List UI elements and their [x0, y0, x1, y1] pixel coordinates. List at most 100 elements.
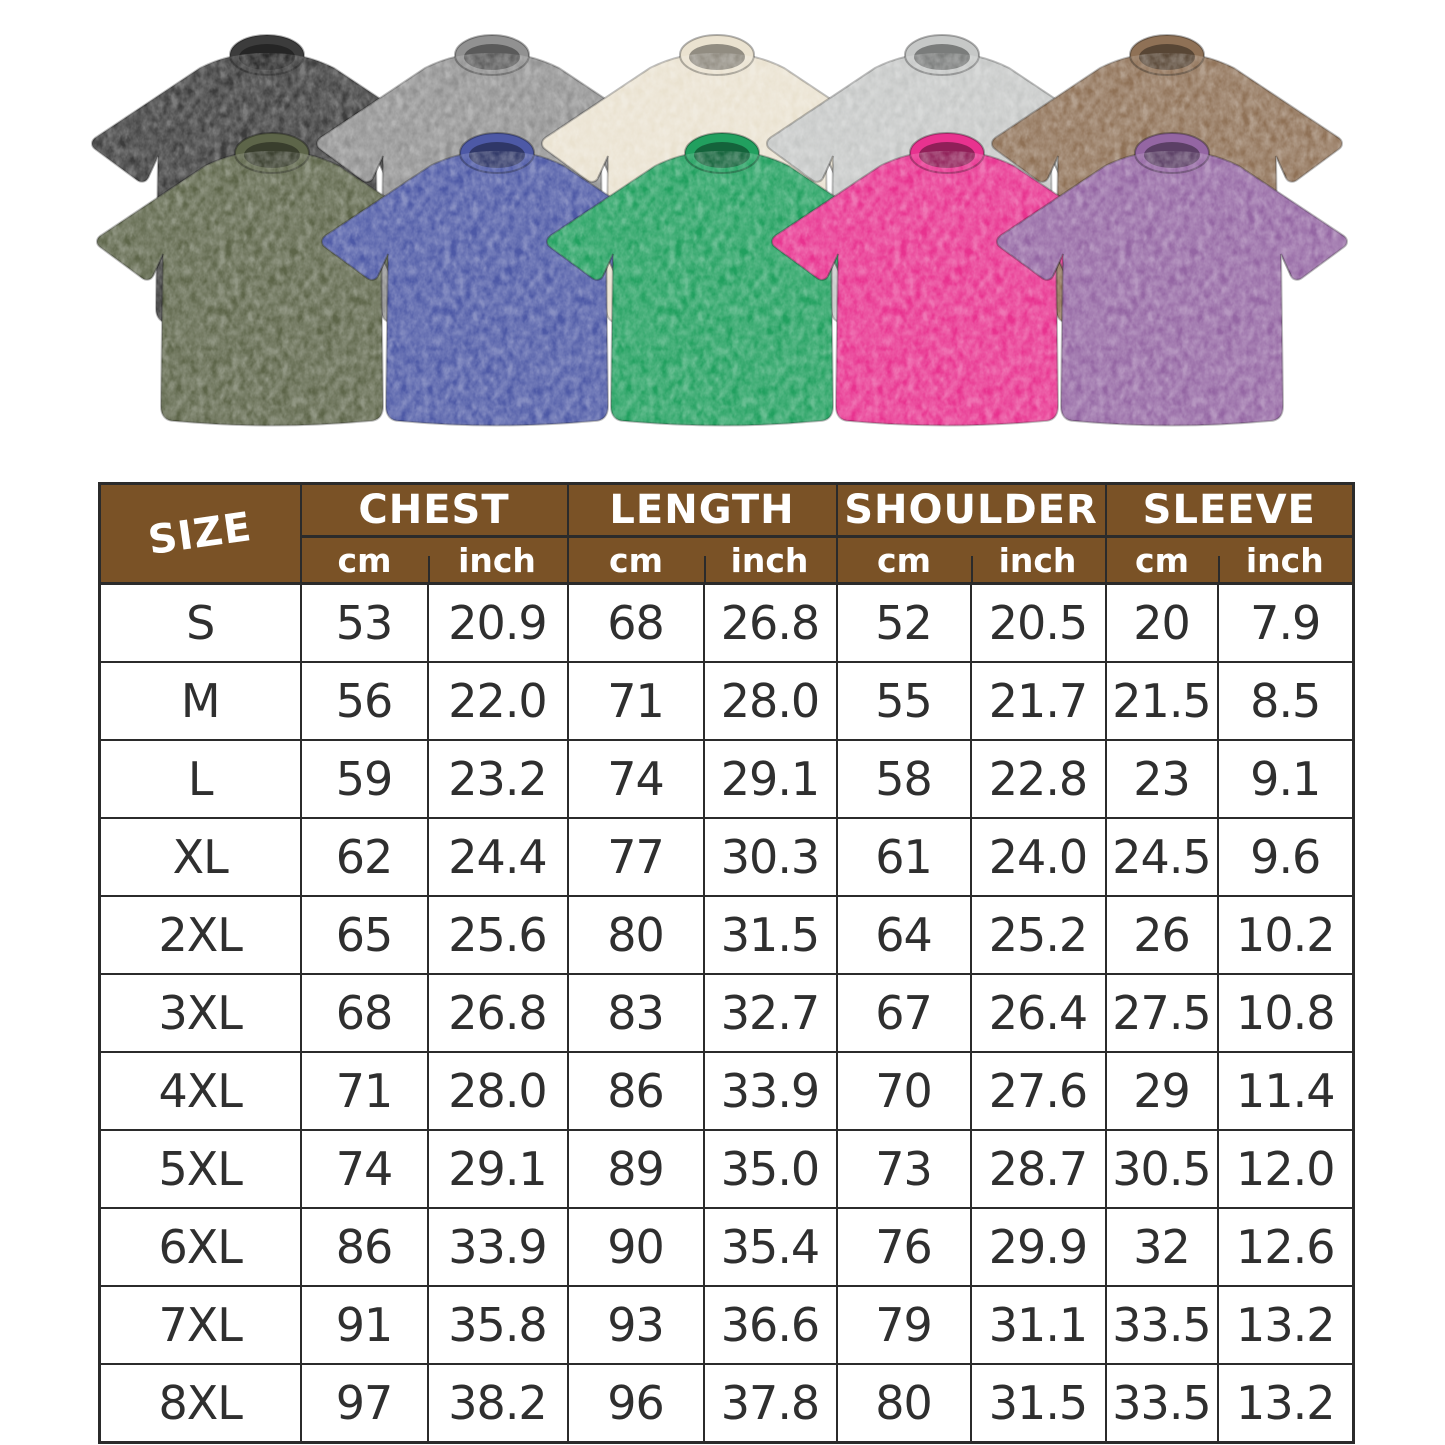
- tshirt-purple: [997, 126, 1347, 431]
- table-row: 3XL 68 26.8 83 32.7 67 26.4 27.5 10.8: [98, 973, 1355, 1053]
- sleeve-inch-cell: 10.8: [1216, 973, 1355, 1053]
- table-row: XL 62 24.4 77 30.3 61 24.0 24.5 9.6: [98, 817, 1355, 897]
- shoulder-cm-cell: 76: [835, 1207, 972, 1287]
- size-label-cell: L: [98, 739, 302, 819]
- sleeve-cm-header: cm: [1104, 535, 1218, 585]
- length-cm-cell: 74: [566, 739, 705, 819]
- chest-inch-cell: 29.1: [426, 1129, 569, 1209]
- chest-cm-cell: 53: [299, 582, 429, 663]
- table-row: S 53 20.9 68 26.8 52 20.5 20 7.9: [98, 582, 1355, 663]
- size-label-cell: 8XL: [98, 1363, 302, 1444]
- size-label-cell: 4XL: [98, 1051, 302, 1131]
- chest-cm-cell: 68: [299, 973, 429, 1053]
- sleeve-inch-cell: 8.5: [1216, 661, 1355, 741]
- table-row: 7XL 91 35.8 93 36.6 79 31.1 33.5 13.2: [98, 1285, 1355, 1365]
- sleeve-cm-cell: 33.5: [1104, 1363, 1219, 1444]
- sleeve-cm-cell: 33.5: [1104, 1285, 1219, 1365]
- length-inch-cell: 32.7: [702, 973, 838, 1053]
- length-cm-cell: 96: [566, 1363, 705, 1444]
- chest-inch-cell: 24.4: [426, 817, 569, 897]
- sleeve-inch-cell: 12.6: [1216, 1207, 1355, 1287]
- table-row: 4XL 71 28.0 86 33.9 70 27.6 29 11.4: [98, 1051, 1355, 1131]
- sleeve-cm-cell: 30.5: [1104, 1129, 1219, 1209]
- length-cm-cell: 71: [566, 661, 705, 741]
- length-inch-cell: 37.8: [702, 1363, 838, 1444]
- shoulder-inch-cell: 28.7: [969, 1129, 1107, 1209]
- size-chart-body: S 53 20.9 68 26.8 52 20.5 20 7.9 M 56 22.0 71 28.0 55 2…: [98, 582, 1355, 1444]
- length-cm-cell: 83: [566, 973, 705, 1053]
- shoulder-cm-header: cm: [835, 535, 971, 585]
- shoulder-cm-cell: 64: [835, 895, 972, 975]
- shoulder-cm-cell: 73: [835, 1129, 972, 1209]
- size-label-cell: XL: [98, 817, 302, 897]
- shoulder-inch-cell: 27.6: [969, 1051, 1107, 1131]
- length-inch-cell: 30.3: [702, 817, 838, 897]
- sleeve-group-header: SLEEVE: [1104, 482, 1355, 538]
- length-group-header: LENGTH: [566, 482, 838, 538]
- chest-inch-cell: 26.8: [426, 973, 569, 1053]
- shoulder-cm-cell: 52: [835, 582, 972, 663]
- shoulder-cm-cell: 55: [835, 661, 972, 741]
- sleeve-cm-cell: 27.5: [1104, 973, 1219, 1053]
- shoulder-inch-cell: 31.5: [969, 1363, 1107, 1444]
- chest-inch-header: inch: [427, 535, 569, 585]
- sleeve-cm-cell: 29: [1104, 1051, 1219, 1131]
- length-inch-cell: 33.9: [702, 1051, 838, 1131]
- length-cm-header: cm: [566, 535, 704, 585]
- size-label-cell: 5XL: [98, 1129, 302, 1209]
- table-row: 5XL 74 29.1 89 35.0 73 28.7 30.5 12.0: [98, 1129, 1355, 1209]
- length-cm-cell: 93: [566, 1285, 705, 1365]
- shoulder-cm-cell: 70: [835, 1051, 972, 1131]
- size-label-cell: 7XL: [98, 1285, 302, 1365]
- sleeve-cm-cell: 24.5: [1104, 817, 1219, 897]
- length-inch-cell: 29.1: [702, 739, 838, 819]
- shoulder-inch-cell: 21.7: [969, 661, 1107, 741]
- chest-cm-cell: 74: [299, 1129, 429, 1209]
- sleeve-inch-cell: 9.6: [1216, 817, 1355, 897]
- shoulder-inch-cell: 20.5: [969, 582, 1107, 663]
- chest-inch-cell: 22.0: [426, 661, 569, 741]
- shoulder-cm-cell: 61: [835, 817, 972, 897]
- shoulder-cm-cell: 80: [835, 1363, 972, 1444]
- sleeve-cm-cell: 23: [1104, 739, 1219, 819]
- table-row: L 59 23.2 74 29.1 58 22.8 23 9.1: [98, 739, 1355, 819]
- length-inch-cell: 31.5: [702, 895, 838, 975]
- table-row: 6XL 86 33.9 90 35.4 76 29.9 32 12.6: [98, 1207, 1355, 1287]
- shoulder-inch-cell: 24.0: [969, 817, 1107, 897]
- size-column-header: SIZE: [98, 482, 302, 585]
- chest-inch-cell: 33.9: [426, 1207, 569, 1287]
- chest-cm-cell: 59: [299, 739, 429, 819]
- size-chart-table: SIZE CHEST LENGTH SHOULDER SLEEVE cm inc…: [98, 482, 1356, 1444]
- table-row: 8XL 97 38.2 96 37.8 80 31.5 33.5 13.2: [98, 1363, 1355, 1444]
- sleeve-inch-cell: 13.2: [1216, 1363, 1355, 1444]
- sleeve-inch-cell: 10.2: [1216, 895, 1355, 975]
- length-cm-cell: 90: [566, 1207, 705, 1287]
- size-label-cell: 6XL: [98, 1207, 302, 1287]
- chest-cm-cell: 86: [299, 1207, 429, 1287]
- chest-inch-cell: 23.2: [426, 739, 569, 819]
- sleeve-cm-cell: 26: [1104, 895, 1219, 975]
- sleeve-inch-cell: 12.0: [1216, 1129, 1355, 1209]
- shoulder-cm-cell: 67: [835, 973, 972, 1053]
- sleeve-cm-cell: 20: [1104, 582, 1219, 663]
- chest-cm-cell: 91: [299, 1285, 429, 1365]
- sleeve-inch-cell: 13.2: [1216, 1285, 1355, 1365]
- length-cm-cell: 80: [566, 895, 705, 975]
- length-cm-cell: 68: [566, 582, 705, 663]
- shoulder-inch-header: inch: [970, 535, 1107, 585]
- sleeve-cm-cell: 32: [1104, 1207, 1219, 1287]
- chest-cm-cell: 71: [299, 1051, 429, 1131]
- chest-inch-cell: 20.9: [426, 582, 569, 663]
- chest-inch-cell: 35.8: [426, 1285, 569, 1365]
- shoulder-inch-cell: 25.2: [969, 895, 1107, 975]
- chest-cm-header: cm: [299, 535, 428, 585]
- size-chart-header: SIZE CHEST LENGTH SHOULDER SLEEVE cm inc…: [98, 482, 1355, 585]
- length-inch-header: inch: [703, 535, 838, 585]
- length-inch-cell: 36.6: [702, 1285, 838, 1365]
- length-inch-cell: 28.0: [702, 661, 838, 741]
- length-cm-cell: 89: [566, 1129, 705, 1209]
- length-inch-cell: 35.0: [702, 1129, 838, 1209]
- shoulder-inch-cell: 22.8: [969, 739, 1107, 819]
- shoulder-inch-cell: 29.9: [969, 1207, 1107, 1287]
